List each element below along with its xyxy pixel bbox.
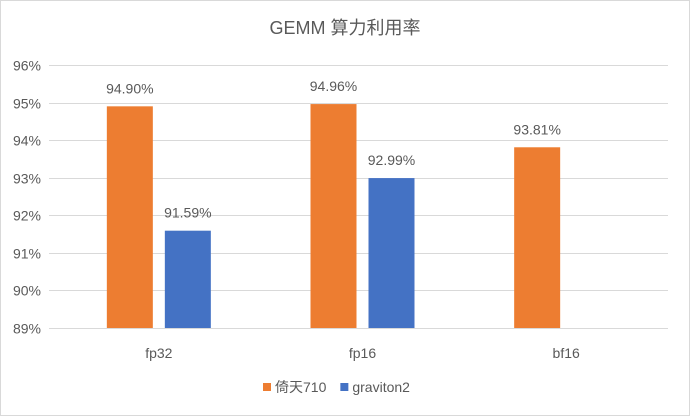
- legend-label-series-1: graviton2: [352, 379, 410, 395]
- y-tick-label: 95%: [13, 96, 41, 112]
- bar-fp32-series-1: [164, 230, 211, 328]
- data-label-fp32-series-0: 94.90%: [106, 80, 153, 96]
- bar-bf16-series-0: [514, 147, 561, 328]
- x-category-label: fp32: [145, 345, 172, 361]
- x-category-label: bf16: [553, 345, 580, 361]
- data-label-fp16-series-1: 92.99%: [368, 152, 415, 168]
- y-tick-label: 93%: [13, 171, 41, 187]
- legend-swatch-series-1: [340, 383, 349, 391]
- data-label-bf16-series-0: 93.81%: [513, 121, 560, 137]
- y-tick-label: 94%: [13, 133, 41, 149]
- legend: 倚天710 graviton2: [263, 379, 410, 395]
- bar-fp16-series-1: [368, 178, 415, 328]
- bar-fp32-series-0: [106, 106, 153, 328]
- y-axis-ticks: 89% 90% 91% 92% 93% 94% 95% 96%: [13, 58, 41, 337]
- x-category-label: fp16: [349, 345, 376, 361]
- x-axis-categories: fp32 fp16 bf16: [145, 345, 580, 361]
- y-tick-label: 89%: [13, 321, 41, 337]
- data-label-fp16-series-0: 94.96%: [310, 78, 357, 94]
- y-tick-label: 96%: [13, 58, 41, 74]
- data-label-fp32-series-1: 91.59%: [164, 205, 211, 221]
- y-tick-label: 92%: [13, 208, 41, 224]
- data-labels: 94.90% 91.59% 94.96% 92.99% 93.81%: [106, 78, 561, 221]
- legend-swatch-series-0: [263, 383, 271, 391]
- legend-label-series-0: 倚天710: [275, 379, 327, 395]
- bars: [106, 104, 561, 329]
- chart-title: GEMM 算力利用率: [270, 18, 421, 38]
- y-tick-label: 90%: [13, 283, 41, 299]
- y-tick-label: 91%: [13, 246, 41, 262]
- bar-fp16-series-0: [310, 104, 357, 329]
